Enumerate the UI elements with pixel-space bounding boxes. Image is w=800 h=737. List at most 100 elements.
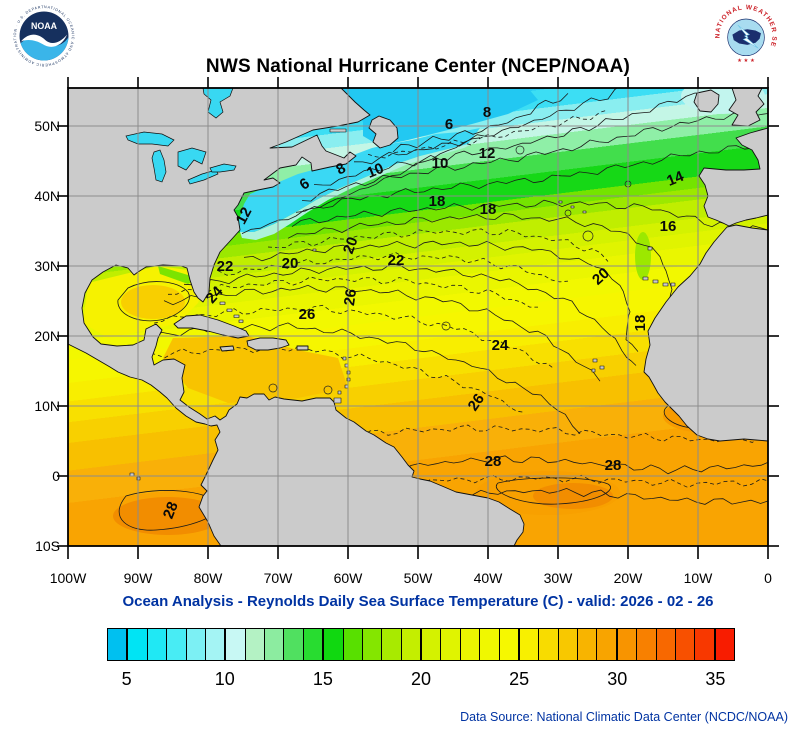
isotherm-label: 26 bbox=[465, 391, 488, 414]
colorbar-cell bbox=[420, 629, 441, 660]
isotherm-label: 20 bbox=[340, 235, 362, 256]
y-axis-label: 10S bbox=[35, 538, 60, 554]
isotherm-label: 12 bbox=[233, 205, 256, 228]
x-axis-label: 20W bbox=[613, 570, 643, 586]
colorbar-cell bbox=[381, 629, 401, 660]
isotherm-label: 28 bbox=[605, 457, 622, 474]
isotherm-label: 18 bbox=[480, 201, 497, 218]
isotherm-label: 10 bbox=[432, 155, 449, 172]
y-axis-label: 50N bbox=[34, 118, 60, 134]
y-axis-label: 20N bbox=[34, 328, 60, 344]
colorbar-cell bbox=[517, 629, 539, 660]
colorbar-tick-label: 20 bbox=[410, 669, 432, 689]
isotherm-label: 10 bbox=[364, 160, 386, 182]
x-axis-label: 30W bbox=[543, 570, 573, 586]
colorbar-cell bbox=[615, 629, 637, 660]
noaa-logo: NATIONAL OCEANIC AND ATMOSPHERIC ADMINIS… bbox=[10, 2, 77, 69]
colorbar-tick-label: 15 bbox=[312, 669, 333, 689]
africa bbox=[643, 224, 768, 442]
nws-lightning-icon bbox=[737, 24, 759, 49]
colorbar-tick-label: 30 bbox=[607, 669, 628, 689]
colorbar-cell bbox=[146, 629, 167, 660]
colorbar bbox=[107, 628, 735, 661]
isotherm-label: 22 bbox=[388, 252, 405, 269]
colorbar-cell bbox=[264, 629, 284, 660]
axis-ticks bbox=[57, 77, 779, 559]
y-axis-label: 10N bbox=[34, 398, 60, 414]
colorbar-cell bbox=[322, 629, 343, 660]
x-axis-label: 80W bbox=[193, 570, 223, 586]
isotherm-label: 6 bbox=[445, 116, 453, 133]
graticule bbox=[68, 88, 768, 546]
isotherm-contours bbox=[117, 88, 768, 531]
water-mass-patches bbox=[83, 88, 765, 535]
y-axis-label: 0 bbox=[52, 468, 60, 484]
colorbar-cell bbox=[636, 629, 656, 660]
x-axis-label: 100W bbox=[49, 570, 87, 586]
ireland bbox=[693, 89, 720, 113]
nws-stars: ★ ★ ★ bbox=[737, 58, 755, 64]
colorbar-cell bbox=[342, 629, 362, 660]
land bbox=[68, 88, 768, 546]
colorbar-tick-label: 5 bbox=[121, 669, 132, 689]
y-axis-label: 40N bbox=[34, 188, 60, 204]
sst-map: 6 8 10 12 6 8 10 12 14 16 18 18 18 20 20 20 22 22 24 24 26 26… bbox=[53, 73, 783, 561]
lake-ontario bbox=[209, 163, 237, 173]
colorbar-cell bbox=[108, 629, 127, 660]
isotherm-label: 12 bbox=[479, 145, 496, 162]
colorbar-cell bbox=[498, 629, 518, 660]
colorbar-cell bbox=[655, 629, 675, 660]
isotherm-label: 22 bbox=[217, 258, 234, 275]
x-axis-label: 40W bbox=[473, 570, 503, 586]
datasource-note: Data Source: National Climatic Data Cent… bbox=[460, 710, 788, 724]
nws-logo: NATIONAL WEATHER SERVICE ★ ★ ★ bbox=[712, 2, 779, 69]
isotherm-label: 26 bbox=[299, 306, 316, 323]
page-title: NWS National Hurricane Center (NCEP/NOAA… bbox=[205, 56, 631, 77]
isotherm-label: 18 bbox=[632, 315, 649, 332]
x-axis-label: 0 bbox=[764, 570, 772, 586]
colorbar-cell bbox=[283, 629, 303, 660]
puerto-rico bbox=[296, 345, 309, 351]
x-axis-label: 90W bbox=[123, 570, 153, 586]
isotherm-label: 16 bbox=[660, 218, 677, 235]
isotherm-label: 8 bbox=[483, 104, 491, 121]
lakes bbox=[125, 88, 237, 185]
great-britain bbox=[728, 88, 765, 127]
colorbar-cell bbox=[694, 629, 714, 660]
jamaica bbox=[219, 345, 235, 352]
isotherm-label: 26 bbox=[341, 288, 360, 307]
colorbar-tick-label: 35 bbox=[705, 669, 726, 689]
colorbar-cell bbox=[361, 629, 382, 660]
map-frame bbox=[67, 87, 769, 547]
isotherm-label: 14 bbox=[664, 168, 686, 190]
colorbar-cell bbox=[713, 629, 734, 660]
colorbar-cell bbox=[674, 629, 695, 660]
newfoundland bbox=[368, 115, 399, 149]
noaa-label: NOAA bbox=[31, 21, 58, 31]
isotherm-label: 28 bbox=[485, 453, 502, 470]
isotherm-label: 20 bbox=[282, 255, 299, 272]
colorbar-cell bbox=[557, 629, 577, 660]
colorbar-cell bbox=[204, 629, 225, 660]
x-axis-label: 60W bbox=[333, 570, 363, 586]
colorbar-tick-label: 25 bbox=[509, 669, 530, 689]
colorbar-cell bbox=[185, 629, 205, 660]
noaa-emblem: NOAA bbox=[19, 11, 69, 61]
colorbar-cell bbox=[538, 629, 558, 660]
americas bbox=[68, 88, 525, 546]
lake-erie bbox=[187, 169, 219, 185]
colorbar-cell bbox=[244, 629, 264, 660]
x-axis-label: 10W bbox=[683, 570, 713, 586]
colorbar-cell bbox=[596, 629, 616, 660]
colorbar-cell bbox=[577, 629, 597, 660]
lake-huron bbox=[177, 147, 207, 171]
isotherm-label: 24 bbox=[492, 337, 509, 354]
colorbar-cell bbox=[166, 629, 186, 660]
small-islands bbox=[129, 128, 676, 481]
x-axis-label: 70W bbox=[263, 570, 293, 586]
colorbar-cell bbox=[126, 629, 147, 660]
colorbar-cell bbox=[440, 629, 460, 660]
